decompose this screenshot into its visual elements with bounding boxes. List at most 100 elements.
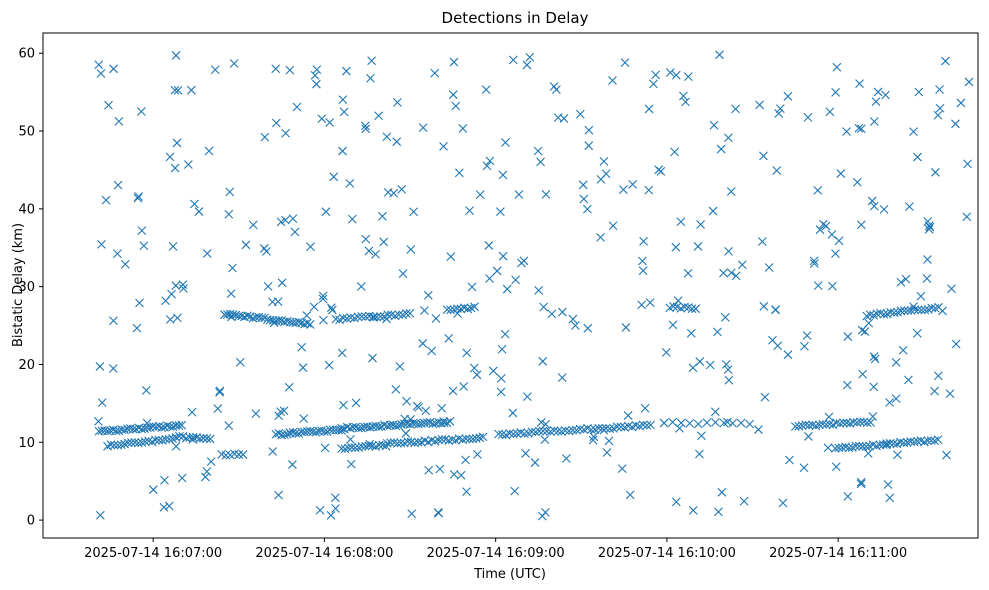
- detection-point: [170, 85, 180, 95]
- detection-point: [906, 437, 916, 446]
- detection-point: [889, 439, 898, 448]
- detection-point: [549, 426, 559, 435]
- detection-point: [354, 423, 364, 433]
- detection-point: [350, 443, 360, 453]
- detection-point: [215, 387, 224, 397]
- detection-point: [686, 328, 696, 338]
- detection-point: [925, 222, 935, 232]
- detection-point: [458, 124, 468, 133]
- detection-point: [148, 485, 158, 495]
- detection-point: [391, 384, 401, 394]
- detection-point: [628, 180, 638, 189]
- detection-point: [721, 360, 731, 369]
- detection-point: [964, 77, 974, 87]
- detection-point: [392, 137, 402, 147]
- y-tick-label: 60: [18, 47, 35, 62]
- detection-point: [869, 117, 879, 126]
- detection-point: [310, 71, 320, 80]
- detection-point: [825, 419, 834, 429]
- detection-point: [711, 417, 720, 427]
- detection-point: [912, 328, 922, 338]
- detection-point: [190, 199, 199, 209]
- detection-point: [502, 284, 512, 294]
- detection-point: [739, 496, 749, 506]
- detection-point: [263, 281, 273, 291]
- detection-point: [299, 414, 309, 424]
- detection-point: [834, 236, 844, 246]
- plot-frame: [42, 32, 979, 539]
- detection-point: [228, 309, 238, 319]
- detection-point: [693, 419, 703, 429]
- detection-point: [898, 345, 908, 355]
- detection-point: [171, 51, 181, 60]
- y-tick-label: 0: [27, 514, 35, 529]
- detection-point: [714, 507, 723, 517]
- detection-point: [785, 455, 794, 465]
- detection-point: [869, 201, 879, 211]
- detection-point: [659, 418, 669, 428]
- detection-point: [724, 246, 733, 256]
- detection-point: [685, 418, 695, 428]
- detection-point: [525, 52, 535, 62]
- detection-point: [688, 363, 698, 373]
- detection-point: [276, 407, 285, 416]
- detection-point: [728, 418, 737, 428]
- detection-point: [560, 426, 570, 436]
- detection-point: [552, 85, 561, 94]
- detection-point: [757, 237, 767, 246]
- detection-point: [412, 401, 422, 411]
- detection-point: [228, 263, 237, 273]
- detection-point: [899, 438, 909, 448]
- detection-point: [771, 305, 780, 315]
- detection-point: [723, 417, 732, 427]
- detection-point: [305, 320, 315, 329]
- detection-point: [271, 64, 281, 74]
- detection-point: [467, 282, 477, 292]
- detection-point: [596, 175, 606, 184]
- detection-point: [904, 375, 913, 385]
- detection-point: [423, 290, 433, 300]
- detection-point: [808, 420, 817, 430]
- detection-point: [445, 416, 455, 426]
- detection-point: [409, 207, 419, 217]
- detection-point: [224, 209, 234, 219]
- detection-point: [167, 289, 176, 299]
- detection-point: [428, 419, 438, 429]
- detection-point: [226, 312, 236, 322]
- detection-point: [439, 142, 448, 151]
- detection-point: [849, 417, 858, 427]
- detection-point: [104, 100, 113, 110]
- chart-title: Detections in Delay: [442, 9, 589, 27]
- detection-point: [97, 398, 107, 407]
- detection-point: [465, 434, 474, 444]
- detection-point: [825, 107, 835, 117]
- detection-point: [396, 438, 406, 448]
- detection-point: [469, 363, 479, 373]
- detection-point: [368, 312, 378, 322]
- detection-point: [811, 421, 821, 431]
- detection-point: [309, 302, 319, 312]
- detection-point: [241, 240, 251, 250]
- detection-point: [893, 450, 902, 460]
- detection-point: [127, 438, 136, 447]
- detection-point: [224, 421, 234, 430]
- detection-point: [809, 256, 819, 266]
- x-axis: 2025-07-14 16:07:00 2025-07-14 16:08:00 20…: [84, 538, 907, 561]
- detection-point: [430, 68, 440, 78]
- detection-point: [288, 460, 297, 469]
- detection-point: [290, 227, 300, 237]
- detection-point: [508, 429, 518, 439]
- detection-point: [248, 220, 258, 230]
- detection-point: [259, 244, 269, 253]
- detection-point: [177, 473, 187, 483]
- detection-point: [855, 79, 864, 89]
- detection-point: [113, 440, 123, 450]
- detection-point: [108, 364, 118, 373]
- detection-point: [696, 220, 705, 229]
- detection-point: [539, 302, 549, 312]
- detection-point: [854, 441, 864, 451]
- detection-point: [843, 491, 853, 501]
- detection-point: [285, 65, 295, 75]
- detection-point: [909, 437, 919, 447]
- detection-point: [123, 438, 133, 448]
